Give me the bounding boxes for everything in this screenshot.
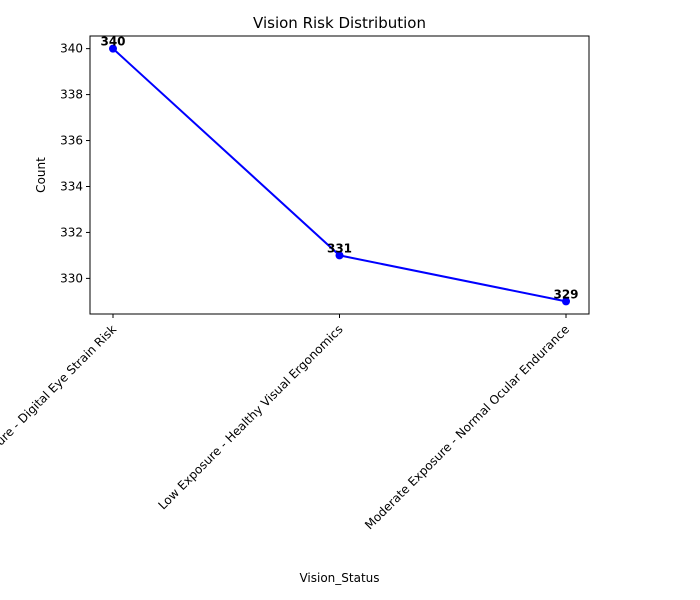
y-tick-label: 340 bbox=[60, 42, 83, 56]
series-path bbox=[112, 47, 567, 303]
data-label: 340 bbox=[100, 35, 125, 49]
plot-area bbox=[89, 35, 590, 315]
y-tick-label: 336 bbox=[60, 134, 83, 148]
x-tick-label: Moderate Exposure - Normal Ocular Endura… bbox=[362, 322, 572, 532]
x-tick-label: Low Exposure - Healthy Visual Ergonomics bbox=[155, 322, 345, 512]
data-point bbox=[562, 297, 570, 306]
x-tick-label: High Exposure - Digital Eye Strain Risk bbox=[0, 322, 119, 496]
data-label: 331 bbox=[327, 241, 352, 255]
x-axis: High Exposure - Digital Eye Strain Risk L… bbox=[0, 314, 572, 532]
y-tick-label: 338 bbox=[60, 88, 83, 102]
y-axis: 330 332 334 336 338 340 bbox=[60, 42, 90, 285]
data-point bbox=[335, 251, 344, 260]
y-axis-label: Count bbox=[34, 157, 48, 193]
chart-title: Vision Risk Distribution bbox=[253, 14, 426, 32]
series-line: 340 331 329 bbox=[100, 35, 579, 306]
data-label: 329 bbox=[553, 287, 578, 301]
y-tick-label: 332 bbox=[60, 225, 83, 239]
y-tick-label: 334 bbox=[60, 179, 83, 193]
x-axis-label: Vision_Status bbox=[299, 571, 379, 585]
y-tick-label: 330 bbox=[60, 271, 83, 285]
data-point bbox=[109, 44, 117, 53]
